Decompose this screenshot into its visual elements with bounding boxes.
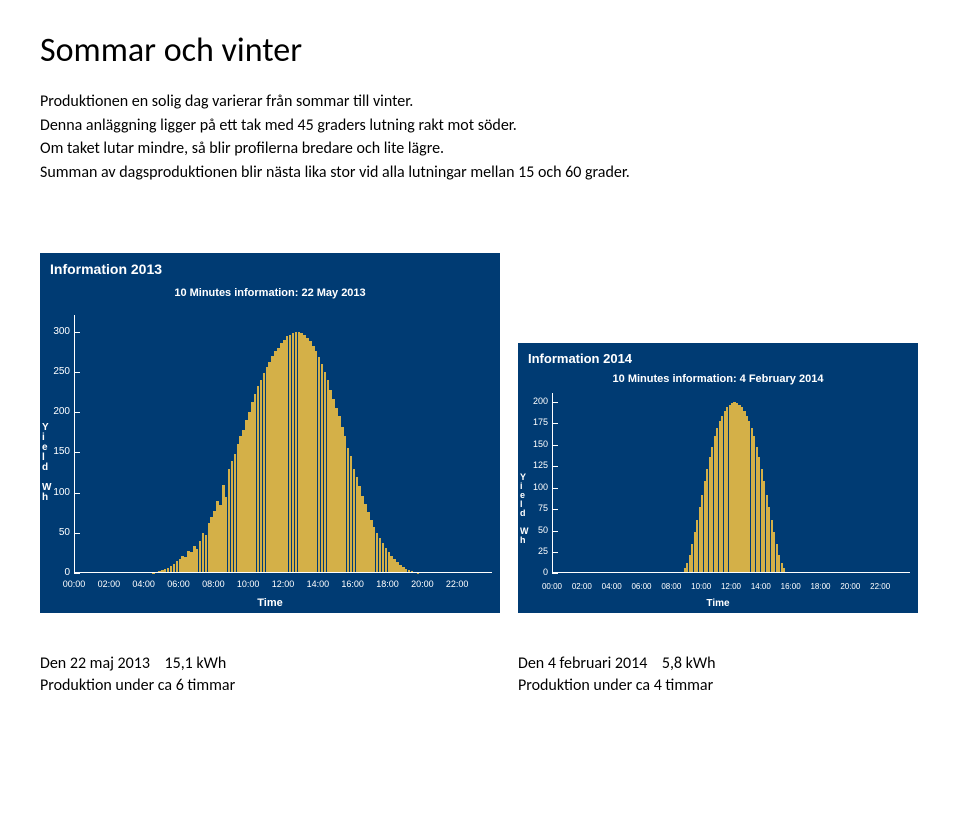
ytick-label: 200: [518, 396, 548, 406]
ytick-mark: [74, 573, 80, 574]
xtick-label: 12:00: [272, 579, 295, 589]
ytick-label: 100: [518, 482, 548, 492]
ytick-mark: [552, 531, 558, 532]
paragraph: Produktionen en solig dag varierar från …: [40, 91, 920, 113]
ytick-label: 150: [40, 446, 70, 457]
xtick-label: 16:00: [781, 582, 801, 591]
chart-2014-plot: [552, 393, 910, 573]
ytick-mark: [552, 509, 558, 510]
xtick-label: 14:00: [751, 582, 771, 591]
ytick-mark: [74, 372, 80, 373]
ytick-mark: [552, 423, 558, 424]
xtick-label: 06:00: [631, 582, 651, 591]
ytick-mark: [552, 488, 558, 489]
ytick-mark: [552, 402, 558, 403]
xtick-label: 02:00: [572, 582, 592, 591]
ytick-label: 200: [40, 406, 70, 417]
body-text: Produktionen en solig dag varierar från …: [40, 91, 920, 183]
chart-2013-plot: [74, 315, 492, 573]
page-title: Sommar och vinter: [40, 30, 920, 71]
ytick-mark: [74, 493, 80, 494]
xtick-label: 10:00: [691, 582, 711, 591]
chart-2013-subtitle: 10 Minutes information: 22 May 2013: [40, 287, 500, 299]
chart-2013-header: Information 2013: [50, 261, 162, 277]
chart-2013-bars: [74, 315, 492, 573]
ytick-mark: [74, 332, 80, 333]
ytick-label: 0: [40, 567, 70, 578]
ytick-label: 25: [518, 546, 548, 556]
ytick-label: 150: [518, 439, 548, 449]
xtick-label: 00:00: [63, 579, 86, 589]
xtick-label: 18:00: [376, 579, 399, 589]
xtick-label: 22:00: [870, 582, 890, 591]
xtick-label: 16:00: [341, 579, 364, 589]
paragraph: Denna anläggning ligger på ett tak med 4…: [40, 115, 920, 137]
captions-row: Den 22 maj 2013 15,1 kWh Produktion unde…: [40, 653, 920, 696]
xtick-label: 04:00: [132, 579, 155, 589]
caption-right-kwh: 5,8 kWh: [662, 654, 716, 673]
chart-2014-header: Information 2014: [528, 351, 632, 366]
chart-2014-bars: [552, 393, 910, 573]
ytick-mark: [552, 466, 558, 467]
xtick-label: 10:00: [237, 579, 260, 589]
chart-2013-baseline: [74, 572, 492, 573]
ytick-label: 75: [518, 503, 548, 513]
caption-right-date: Den 4 februari 2014: [518, 654, 647, 673]
charts-row: Information 2013 10 Minutes information:…: [40, 253, 920, 613]
caption-right: Den 4 februari 2014 5,8 kWh Produktion u…: [518, 653, 716, 696]
ytick-label: 125: [518, 460, 548, 470]
xtick-label: 08:00: [661, 582, 681, 591]
ytick-label: 50: [40, 527, 70, 538]
xtick-label: 20:00: [411, 579, 434, 589]
ytick-mark: [552, 573, 558, 574]
ytick-label: 300: [40, 326, 70, 337]
xtick-label: 18:00: [810, 582, 830, 591]
caption-right-line2: Produktion under ca 4 timmar: [518, 675, 716, 697]
xtick-label: 02:00: [98, 579, 121, 589]
paragraph: Summan av dagsproduktionen blir nästa li…: [40, 162, 920, 184]
chart-2014-subtitle: 10 Minutes information: 4 February 2014: [518, 373, 918, 385]
xtick-label: 04:00: [602, 582, 622, 591]
chart-2013: Information 2013 10 Minutes information:…: [40, 253, 500, 613]
ytick-label: 0: [518, 567, 548, 577]
ytick-mark: [74, 533, 80, 534]
caption-left-kwh: 15,1 kWh: [164, 654, 226, 673]
xtick-label: 00:00: [542, 582, 562, 591]
ytick-label: 50: [518, 525, 548, 535]
ytick-label: 250: [40, 366, 70, 377]
caption-left-line2: Produktion under ca 6 timmar: [40, 675, 518, 697]
ytick-mark: [552, 445, 558, 446]
chart-2014: Information 2014 10 Minutes information:…: [518, 343, 918, 613]
chart-2013-xlabel: Time: [40, 597, 500, 609]
xtick-label: 14:00: [307, 579, 330, 589]
ytick-label: 175: [518, 417, 548, 427]
ytick-mark: [74, 452, 80, 453]
ytick-mark: [552, 552, 558, 553]
ytick-mark: [74, 412, 80, 413]
xtick-label: 08:00: [202, 579, 225, 589]
xtick-label: 20:00: [840, 582, 860, 591]
ytick-label: 100: [40, 487, 70, 498]
chart-2014-baseline: [552, 572, 910, 573]
caption-left-date: Den 22 maj 2013: [40, 654, 150, 673]
xtick-label: 06:00: [167, 579, 190, 589]
chart-2014-xlabel: Time: [518, 598, 918, 609]
xtick-label: 22:00: [446, 579, 469, 589]
xtick-label: 12:00: [721, 582, 741, 591]
caption-left: Den 22 maj 2013 15,1 kWh Produktion unde…: [40, 653, 518, 696]
paragraph: Om taket lutar mindre, så blir profilern…: [40, 138, 920, 160]
